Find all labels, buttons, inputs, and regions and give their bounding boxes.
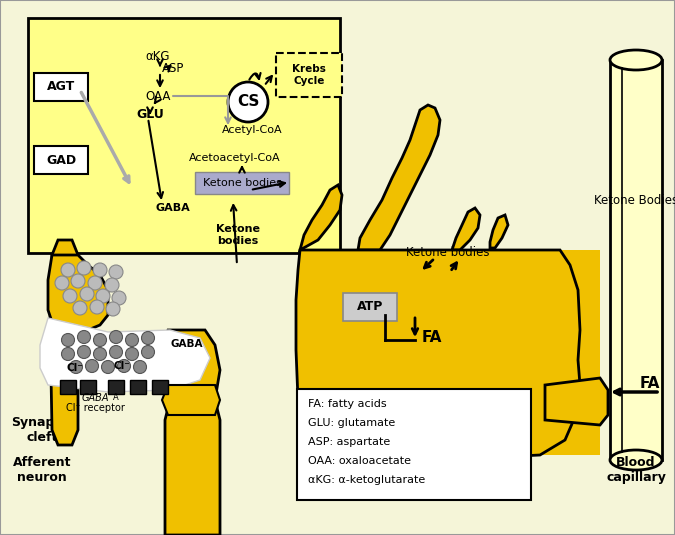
Text: GLU: GLU xyxy=(136,109,164,121)
FancyBboxPatch shape xyxy=(297,389,531,500)
Circle shape xyxy=(109,346,122,358)
Text: ASP: ASP xyxy=(162,62,184,74)
Text: Cl⁻: Cl⁻ xyxy=(113,361,130,371)
Circle shape xyxy=(73,301,87,315)
Text: Synaptic
cleft: Synaptic cleft xyxy=(11,416,72,444)
Text: CS: CS xyxy=(237,95,259,110)
Circle shape xyxy=(94,333,107,347)
Polygon shape xyxy=(358,105,440,250)
Text: Efferent
neuron: Efferent neuron xyxy=(163,478,221,506)
Text: GABA: GABA xyxy=(81,393,109,403)
Circle shape xyxy=(61,348,74,361)
Text: FA: FA xyxy=(640,377,660,392)
Bar xyxy=(152,380,168,394)
Circle shape xyxy=(78,346,90,358)
Circle shape xyxy=(112,291,126,305)
Circle shape xyxy=(61,263,75,277)
Text: αKG: αKG xyxy=(146,50,170,64)
Bar xyxy=(80,380,96,394)
Circle shape xyxy=(117,360,130,372)
Text: FA: fatty acids: FA: fatty acids xyxy=(308,399,387,409)
Polygon shape xyxy=(162,330,220,535)
Text: Blood
capillary: Blood capillary xyxy=(606,456,666,484)
Circle shape xyxy=(109,331,122,343)
FancyBboxPatch shape xyxy=(34,73,88,101)
Text: ATP: ATP xyxy=(357,301,383,314)
Bar xyxy=(108,380,124,394)
Text: ASP: aspartate: ASP: aspartate xyxy=(308,437,390,447)
Text: FA: FA xyxy=(422,331,442,346)
Text: Krebs
Cycle: Krebs Cycle xyxy=(292,64,326,86)
Polygon shape xyxy=(300,250,600,455)
Polygon shape xyxy=(490,215,508,248)
Circle shape xyxy=(63,289,77,303)
Polygon shape xyxy=(40,318,210,392)
Bar xyxy=(130,380,146,394)
Polygon shape xyxy=(50,240,80,445)
Circle shape xyxy=(105,278,119,292)
Text: Cl⁻ receptor: Cl⁻ receptor xyxy=(65,403,124,413)
Text: GABA: GABA xyxy=(171,339,203,349)
Circle shape xyxy=(228,82,268,122)
Polygon shape xyxy=(300,185,342,250)
Circle shape xyxy=(78,331,90,343)
Text: GAD: GAD xyxy=(46,154,76,166)
Circle shape xyxy=(77,261,91,275)
FancyBboxPatch shape xyxy=(34,146,88,174)
Text: OAA: OAA xyxy=(145,89,171,103)
Circle shape xyxy=(71,274,85,288)
Circle shape xyxy=(61,333,74,347)
Text: Ketone
bodies: Ketone bodies xyxy=(216,224,260,246)
Polygon shape xyxy=(452,208,480,250)
Text: Ketone bodies: Ketone bodies xyxy=(202,178,281,188)
Circle shape xyxy=(126,348,138,361)
Bar xyxy=(28,18,340,253)
Circle shape xyxy=(80,287,94,301)
FancyBboxPatch shape xyxy=(195,172,289,194)
Text: A: A xyxy=(113,394,119,402)
Text: Acetoacetyl-CoA: Acetoacetyl-CoA xyxy=(189,153,281,163)
Circle shape xyxy=(134,361,146,373)
Circle shape xyxy=(90,300,104,314)
Ellipse shape xyxy=(610,50,662,70)
Text: Astrocyte: Astrocyte xyxy=(398,465,466,478)
Circle shape xyxy=(106,302,120,316)
Circle shape xyxy=(101,361,115,373)
Circle shape xyxy=(94,348,107,361)
Circle shape xyxy=(93,263,107,277)
Polygon shape xyxy=(162,385,220,415)
Text: Acetyl-CoA: Acetyl-CoA xyxy=(221,125,282,135)
Circle shape xyxy=(126,333,138,347)
Circle shape xyxy=(142,346,155,358)
Text: Afferent
neuron: Afferent neuron xyxy=(13,456,72,484)
Circle shape xyxy=(109,265,123,279)
Polygon shape xyxy=(545,378,608,425)
Circle shape xyxy=(88,276,102,290)
Text: αKG: α-ketoglutarate: αKG: α-ketoglutarate xyxy=(308,475,425,485)
Circle shape xyxy=(96,289,110,303)
FancyBboxPatch shape xyxy=(276,53,342,97)
FancyBboxPatch shape xyxy=(343,293,397,321)
Ellipse shape xyxy=(610,450,662,470)
Text: GABA: GABA xyxy=(156,203,190,213)
Circle shape xyxy=(142,332,155,345)
Text: GLU: glutamate: GLU: glutamate xyxy=(308,418,396,428)
Polygon shape xyxy=(296,250,580,458)
Text: Ketone bodies: Ketone bodies xyxy=(406,246,490,258)
Circle shape xyxy=(55,276,69,290)
Bar xyxy=(60,380,76,394)
Bar xyxy=(610,60,662,460)
Text: AGT: AGT xyxy=(47,80,75,94)
Text: Cl⁻: Cl⁻ xyxy=(67,363,84,373)
Polygon shape xyxy=(48,255,108,332)
Circle shape xyxy=(86,360,99,372)
Text: OAA: oxaloacetate: OAA: oxaloacetate xyxy=(308,456,411,466)
Text: Ketone Bodies: Ketone Bodies xyxy=(594,194,675,207)
Circle shape xyxy=(70,361,82,373)
